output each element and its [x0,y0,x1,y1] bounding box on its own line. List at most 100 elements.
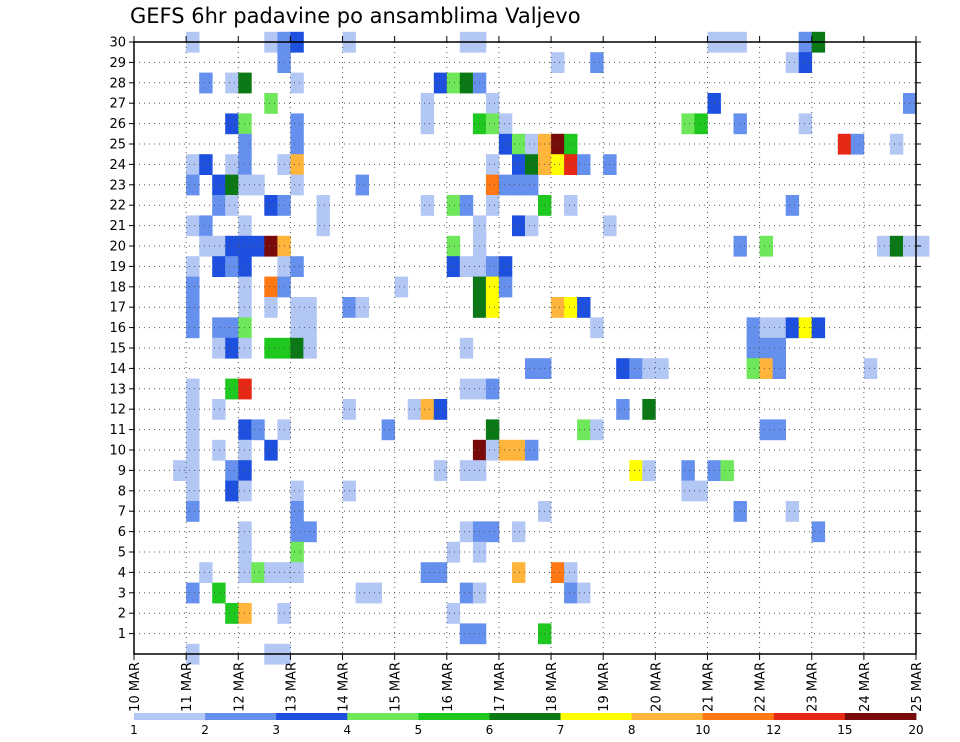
heatmap-cell [199,562,213,583]
heatmap-cell [551,297,565,318]
heatmap-cell [290,297,304,318]
heatmap-cell [498,276,513,298]
y-tick-label: 7 [118,505,126,520]
x-tick-label: 23 MAR [806,662,821,712]
heatmap-cell [212,439,226,461]
colorbar-segment [276,713,348,720]
heatmap-cell [759,337,773,359]
colorbar-segment [702,713,775,720]
x-tick-label: 17 MAR [493,662,508,712]
heatmap-cell [759,419,773,441]
heatmap-cell [746,337,760,359]
heatmap-cell [681,113,695,135]
heatmap-cell [459,460,474,481]
heatmap-cell [577,419,591,441]
heatmap-cell [850,133,865,155]
heatmap-cell [512,133,526,155]
x-tick-label: 24 MAR [858,662,873,712]
heatmap-cell [251,235,265,257]
colorbar-segment [205,713,277,720]
y-tick-label: 20 [109,240,126,255]
heatmap-cell [485,195,500,216]
colorbar-segment [560,713,632,720]
heatmap-cell [446,603,461,624]
heatmap-cell [694,113,708,135]
heatmap-cell [446,541,461,563]
heatmap-cell [525,133,539,155]
heatmap-cell [785,52,800,73]
y-tick-label: 30 [109,36,126,51]
heatmap-cell [212,317,226,339]
y-tick-label: 22 [109,199,126,214]
y-tick-label: 10 [109,444,126,459]
heatmap-cell [889,133,904,155]
heatmap-cell [303,521,317,543]
heatmap-cell [355,174,369,196]
heatmap-cell [290,256,304,277]
heatmap-cell [290,541,304,563]
heatmap-cell [655,358,669,379]
y-tick-label: 13 [109,382,126,397]
heatmap-cell [212,399,226,420]
colorbar-label: 10 [695,723,710,737]
y-tick-label: 12 [109,403,126,418]
x-tick-label: 10 MAR [128,662,143,712]
y-tick-label: 14 [109,362,126,377]
heatmap-cell [498,113,513,135]
heatmap-cell [381,419,395,441]
heatmap-cell [264,195,278,216]
y-tick-label: 24 [109,158,126,173]
heatmap-cell [590,317,604,339]
y-tick-label: 9 [118,464,126,479]
y-tick-label: 2 [118,607,126,622]
heatmap-cell [733,235,747,257]
heatmap-cell [616,358,630,379]
heatmap-cell [512,521,526,543]
colorbar-segment [844,713,917,720]
y-tick-label: 28 [109,76,126,91]
heatmap-cell [355,297,369,318]
heatmap-cell [420,562,435,583]
heatmap-cell [798,317,813,339]
heatmap-cell [564,582,578,604]
heatmap-cell [212,174,226,196]
heatmap-cell [290,317,304,339]
heatmap-cell [199,215,213,237]
y-tick-label: 18 [109,280,126,295]
heatmap-cell [264,93,278,114]
heatmap-cell [186,480,200,502]
heatmap-cell [551,133,565,155]
heatmap-cell [264,297,278,318]
colorbar-label: 3 [272,723,280,737]
heatmap-cell [485,521,500,543]
heatmap-cell [459,256,474,277]
heatmap-cell [876,235,891,257]
heatmap-cell [433,562,448,583]
heatmap-cell [746,317,760,339]
heatmap-cell [225,337,239,359]
heatmap-cell [551,52,565,73]
heatmap-cell [459,582,474,604]
y-tick-label: 23 [109,178,126,193]
heatmap-cell [629,358,643,379]
y-tick-label: 4 [118,566,126,581]
heatmap-cell [225,72,239,94]
heatmap-cell [264,562,278,583]
heatmap-cell [577,582,591,604]
heatmap-cell [459,195,474,216]
heatmap-cell [889,235,904,257]
heatmap-cell [525,215,539,237]
heatmap-cell [186,154,200,175]
heatmap-cell [186,174,200,196]
heatmap-cell [316,195,330,216]
heatmap-cell [316,215,330,237]
y-tick-label: 8 [118,484,126,499]
x-tick-label: 16 MAR [441,662,456,712]
y-tick-label: 17 [109,301,126,316]
heatmap-cell [512,562,526,583]
x-tick-label: 11 MAR [180,662,195,712]
x-tick-label: 14 MAR [337,662,352,712]
heatmap-cell [290,521,304,543]
y-tick-label: 11 [109,423,126,438]
heatmap-cell [225,378,239,400]
